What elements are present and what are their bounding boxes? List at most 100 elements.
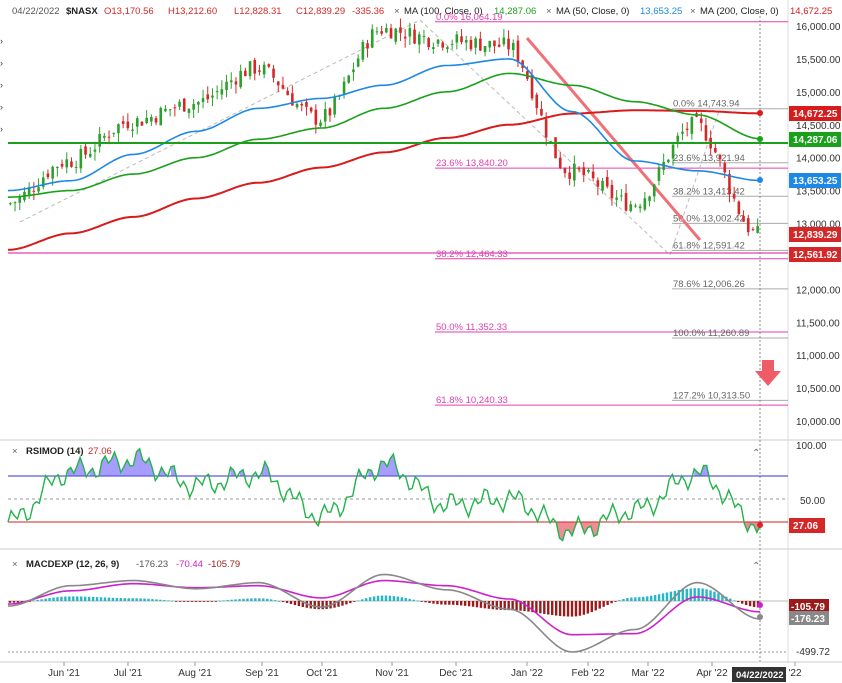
macd-hist-bar <box>254 598 257 601</box>
macd-hist-bar <box>127 598 130 601</box>
macd-hist-bar <box>503 601 506 611</box>
rsi-overbought-fill <box>45 448 710 476</box>
candle-body <box>746 218 750 233</box>
macd-hist-bar <box>467 601 471 607</box>
ma200-line <box>7 109 760 251</box>
candle-body <box>37 187 40 192</box>
candle-body <box>464 39 468 43</box>
macd-hist-bar <box>428 601 431 603</box>
chevron-right-icon[interactable]: › <box>0 80 3 90</box>
candle-body <box>634 205 637 207</box>
close-icon[interactable]: × <box>546 6 552 17</box>
candle-body <box>74 167 78 169</box>
macd-hist-bar <box>444 601 447 605</box>
chevron-up-icon[interactable]: ⌃ <box>752 561 760 572</box>
macd-hist-bar <box>198 601 202 602</box>
candle-body <box>714 148 717 153</box>
macd-hist-bar <box>194 601 198 602</box>
candle-body <box>117 124 120 134</box>
macd-hist-bar <box>483 601 487 609</box>
candle-body <box>131 129 134 131</box>
macd-hist-bar <box>562 601 566 617</box>
macd-hist-bar <box>8 601 12 603</box>
candle-body <box>535 94 539 109</box>
macd-hist-bar <box>590 601 593 613</box>
candle-body <box>389 28 393 39</box>
candle-body <box>568 172 571 179</box>
fib-label: 61.8% 10,240.33 <box>436 395 508 406</box>
macd-hist-bar <box>289 601 293 605</box>
candle-body <box>323 109 327 122</box>
candle-body <box>291 93 294 106</box>
svg-text:12,839.29: 12,839.29 <box>793 230 838 241</box>
candle-body <box>582 167 586 175</box>
chevron-up-icon[interactable]: ⌃ <box>752 448 760 459</box>
macd-hist-bar <box>44 598 47 601</box>
candle-body <box>441 42 445 48</box>
macd-hist-bar <box>665 592 669 601</box>
candle-body <box>121 121 125 124</box>
macd-hist-bar <box>701 588 704 601</box>
macd-hist-bar <box>270 599 273 601</box>
macd-hist-bar <box>103 597 107 601</box>
x-tick-label: Oct '21 <box>306 668 338 679</box>
macd-hist-bar <box>147 598 150 601</box>
ma100-dot <box>757 136 763 142</box>
macd-hist-bar <box>479 601 483 608</box>
macd-hist-bar <box>634 597 637 601</box>
x-axis: Jun '21 Jul '21 Aug '21 Sep '21 Oct '21 Nov '… <box>48 662 802 679</box>
macd-hist-bar <box>594 601 597 611</box>
candle-body <box>41 177 45 187</box>
macd-hist-bar <box>618 600 621 601</box>
chevron-right-icon[interactable]: › <box>0 58 3 68</box>
macd-hist-bar <box>376 595 380 601</box>
macd-hist-bar <box>408 598 411 601</box>
close-icon[interactable]: × <box>12 559 18 570</box>
candle-body <box>51 166 54 179</box>
macd-hist-bar <box>135 598 138 601</box>
candle-body <box>164 108 167 112</box>
chevron-right-icon[interactable]: › <box>0 124 3 134</box>
macd-hist-bar <box>83 596 87 601</box>
macd-hist-bar <box>230 599 233 601</box>
svg-text:12,561.92: 12,561.92 <box>793 250 838 261</box>
candle-body <box>474 38 477 48</box>
close-icon[interactable]: × <box>12 446 18 457</box>
macd-hist-bar <box>119 598 122 601</box>
candle-body <box>563 168 567 174</box>
price-tick: 14,500.00 <box>796 121 841 132</box>
macd-hist-bar <box>574 601 578 617</box>
rsi-tick-50: 50.00 <box>800 496 825 507</box>
macd-hist-bar <box>218 600 221 602</box>
macd-hist-bar <box>210 601 214 602</box>
macd-hist-bar <box>752 601 756 607</box>
chevron-right-icon[interactable]: › <box>0 102 3 112</box>
badge-support: 12,561.92 <box>789 247 841 262</box>
candle-body <box>450 43 454 45</box>
macd-hist-bar <box>554 601 558 616</box>
close-icon[interactable]: × <box>690 6 696 17</box>
macd-hist-bar <box>353 601 356 602</box>
macd-hist-bar <box>420 601 423 602</box>
candle-body <box>652 184 656 197</box>
macd-signal-dot <box>757 602 763 608</box>
close-icon[interactable]: × <box>394 6 400 17</box>
macd-hist-bar <box>56 597 59 601</box>
macd-hist-bar <box>653 595 657 601</box>
price-tick: 13,000.00 <box>796 220 841 231</box>
chevron-right-icon[interactable]: › <box>0 36 3 46</box>
candle-body <box>70 161 73 167</box>
rsi-badge: 27.06 <box>789 518 825 533</box>
macd-hist-bar <box>729 598 732 601</box>
candle-body <box>366 43 369 49</box>
fib-label: 100.0% 11,260.89 <box>673 328 749 339</box>
macd-hist-bar <box>345 601 348 605</box>
candle-body <box>192 104 195 110</box>
candle-body <box>699 118 703 123</box>
macd-line <box>7 573 761 653</box>
candle-body <box>178 101 181 107</box>
candle-body <box>657 167 661 181</box>
candle-body <box>667 159 670 163</box>
macd-signal-line <box>7 579 761 636</box>
macd-hist-bar <box>649 595 653 601</box>
